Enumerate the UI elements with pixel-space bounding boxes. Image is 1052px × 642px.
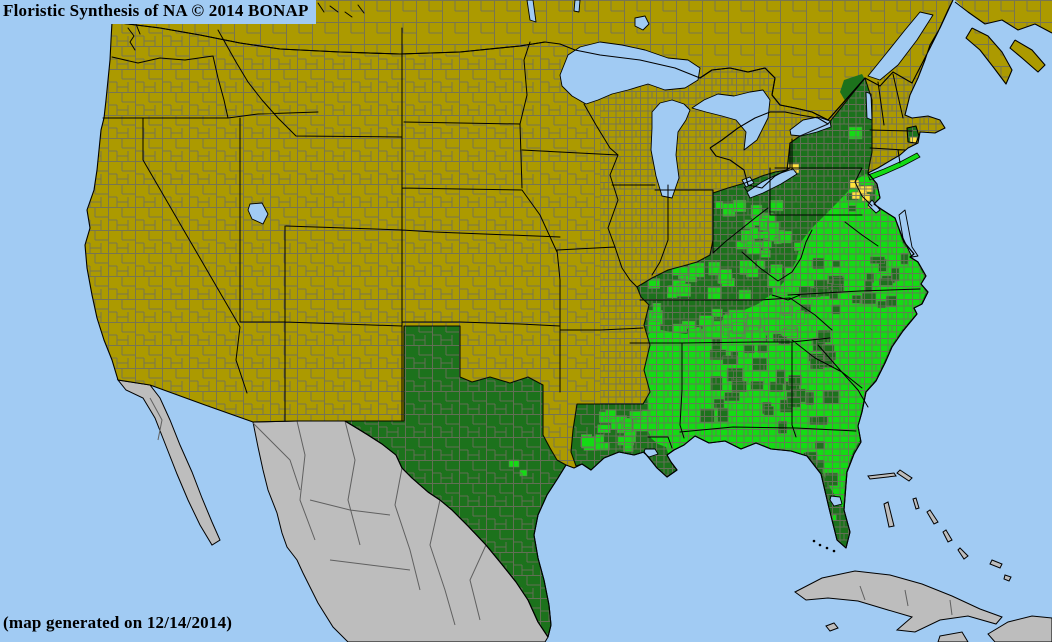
canada-coastline [111,1,1052,189]
lake-winnipeg-edge [526,0,537,23]
bc-coast-inlets [317,2,365,18]
lake-superior [559,41,701,105]
lake-huron [691,89,771,151]
lakes [247,0,934,507]
mexico-landmass [116,379,1052,642]
great-salt-lake [247,202,269,225]
lake-erie [746,168,798,199]
mexico-state-borders [149,397,487,626]
jamaica [937,631,969,642]
lake-manitoba-edge [573,0,581,13]
cuba [794,570,1003,633]
map-caption: (map generated on 12/14/2014) [0,612,240,636]
hispaniola [987,615,1052,642]
lake-okeechobee [829,495,843,507]
cuba-borders [859,585,953,616]
baja-california [116,379,221,546]
florida-keys [812,539,836,553]
isle-of-youth [825,622,839,632]
puget-sound [127,23,141,51]
cape-breton [1010,40,1045,72]
chesapeake-bay [898,209,919,258]
lake-nipigon [634,15,650,31]
bahamas [867,469,1012,582]
map-title: Floristic Synthesis of NA © 2014 BONAP [0,0,316,24]
lake-ontario [789,116,832,137]
lake-michigan [650,99,691,199]
st-lawrence-river [867,11,934,81]
